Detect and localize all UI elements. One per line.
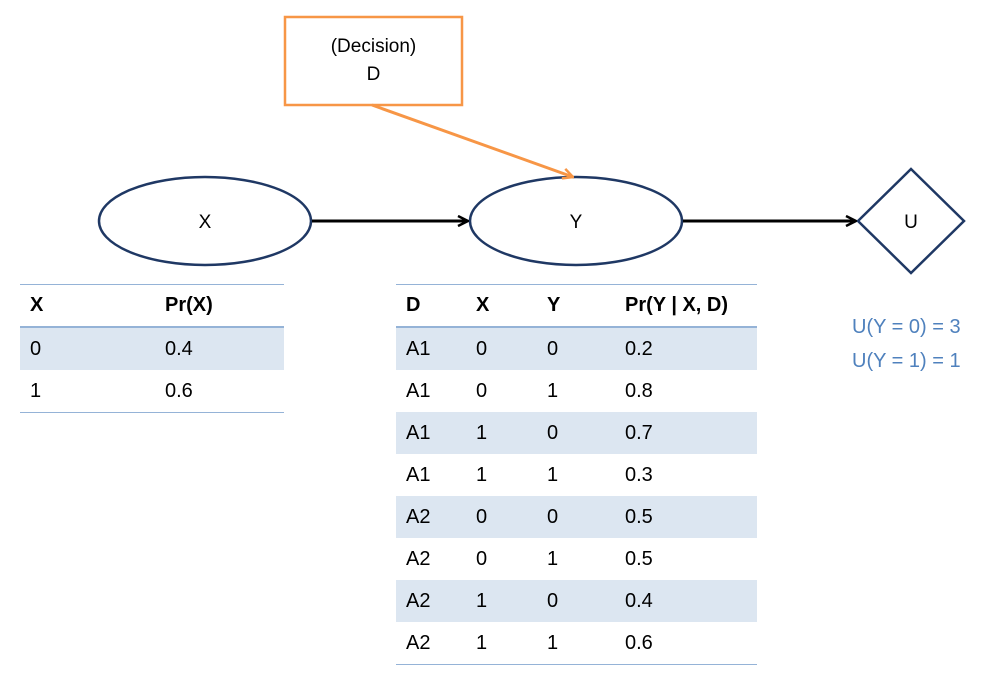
cell: 0.6 <box>615 622 757 665</box>
cell: 0 <box>537 412 615 454</box>
table-row: A1 0 1 0.8 <box>396 370 757 412</box>
table-pr-x: X Pr(X) 0 0.4 1 0.6 <box>20 284 284 413</box>
table-row: A1 1 0 0.7 <box>396 412 757 454</box>
cell: 1 <box>466 622 537 665</box>
cell: 0.6 <box>155 370 284 413</box>
header-x: X <box>466 284 537 328</box>
decision-node <box>283 15 464 107</box>
cell: 0.5 <box>625 547 653 570</box>
cell: 0 <box>20 327 155 370</box>
node-y-label: Y <box>570 212 583 233</box>
chance-node-x <box>97 175 313 267</box>
table-row: 1 0.6 <box>20 370 284 413</box>
header-y: Y <box>537 284 615 328</box>
cell: 0 <box>466 496 537 538</box>
cell: 1 <box>547 547 559 570</box>
cell: 0 <box>466 327 537 370</box>
utility-values: U(Y = 0) = 3 U(Y = 1) = 1 <box>852 310 961 378</box>
chance-node-y <box>468 175 684 267</box>
cell: 0.4 <box>155 327 284 370</box>
cell: 0.7 <box>615 412 757 454</box>
cell: 1 <box>537 622 615 665</box>
table-pr-y: D X Y Pr(Y | X, D) A1 0 0 0.2 A1 0 1 0.8… <box>396 284 757 665</box>
table-row: A1 1 1 0.3 <box>396 454 757 496</box>
cell: A1 <box>396 412 466 454</box>
table-row: 0 0.4 <box>20 327 284 370</box>
cell: 0.8 <box>625 379 653 402</box>
cell: 0.4 <box>615 580 757 622</box>
cell: A2 <box>396 496 466 538</box>
node-x-label: X <box>199 212 212 233</box>
cell: 1 <box>20 370 155 413</box>
decision-title: (Decision) <box>330 36 417 57</box>
cell: 1 <box>466 412 537 454</box>
cell: A1 <box>406 463 431 486</box>
edge-decision-to-y <box>371 103 573 177</box>
header-x: X <box>20 284 155 328</box>
utility-value-y0: U(Y = 0) = 3 <box>852 316 961 338</box>
cell: A2 <box>396 622 466 665</box>
table-row: A2 1 0 0.4 <box>396 580 757 622</box>
cell: 0 <box>476 379 488 402</box>
decision-node-label: (Decision) D <box>285 33 462 89</box>
cell: A1 <box>406 379 431 402</box>
table-row: A2 0 0 0.5 <box>396 496 757 538</box>
decision-variable: D <box>366 64 381 85</box>
header-d: D <box>396 284 466 328</box>
table-header-row: D X Y Pr(Y | X, D) <box>396 284 757 328</box>
cell: 0.2 <box>615 327 757 370</box>
utility-value-y1: U(Y = 1) = 1 <box>852 350 961 372</box>
cell: 0.5 <box>615 496 757 538</box>
cell: 0 <box>537 496 615 538</box>
cell: A2 <box>406 547 431 570</box>
cell: 1 <box>466 580 537 622</box>
cell: A1 <box>396 327 466 370</box>
cell: 0 <box>537 580 615 622</box>
cell: 0 <box>476 547 488 570</box>
table-row: A2 1 1 0.6 <box>396 622 757 665</box>
table-row: A2 0 1 0.5 <box>396 538 757 580</box>
header-pr-y: Pr(Y | X, D) <box>615 284 757 328</box>
table-header-row: X Pr(X) <box>20 284 284 328</box>
cell: 0 <box>537 327 615 370</box>
header-pr-x: Pr(X) <box>155 284 284 328</box>
cell: 1 <box>547 463 559 486</box>
node-u-label: U <box>904 212 918 233</box>
utility-node-u <box>856 167 966 275</box>
cell: 0.3 <box>625 463 653 486</box>
cell: A2 <box>396 580 466 622</box>
table-row: A1 0 0 0.2 <box>396 327 757 370</box>
cell: 1 <box>476 463 488 486</box>
cell: 1 <box>547 379 559 402</box>
